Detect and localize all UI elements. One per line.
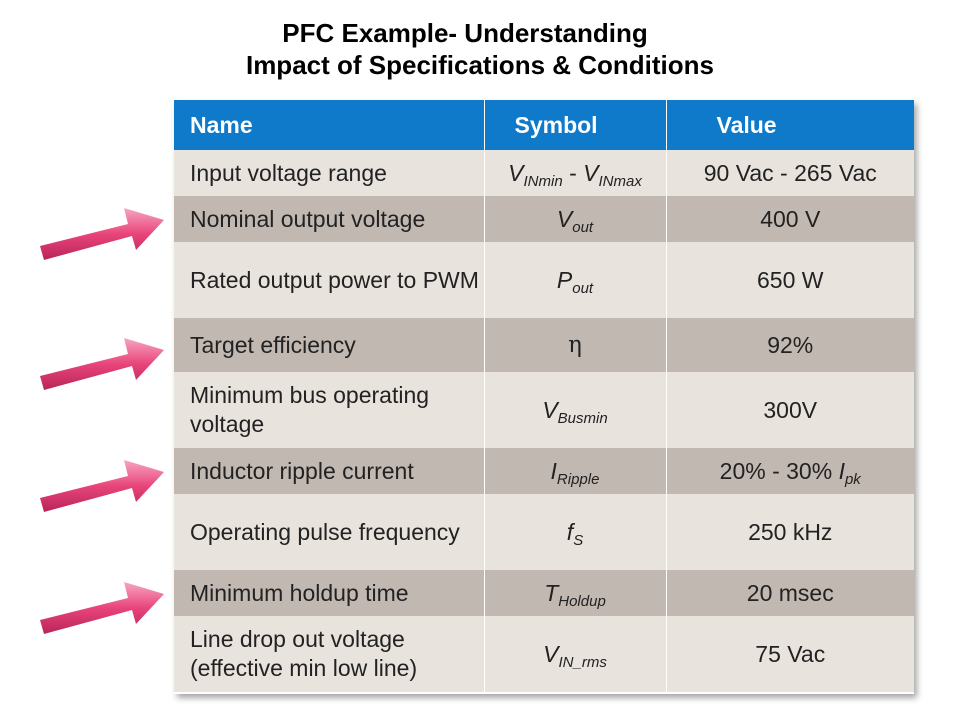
row-value: 20% - 30% Ipk: [666, 448, 914, 494]
row-symbol: fS: [484, 494, 667, 570]
row-symbol: VINmin - VINmax: [484, 150, 667, 196]
row-value: 300V: [666, 372, 914, 448]
row-name: Line drop out voltage (effective min low…: [174, 616, 485, 692]
row-name: Operating pulse frequency: [174, 494, 485, 570]
row-value: 650 W: [666, 242, 914, 318]
pink-arrow-icon: [40, 338, 164, 390]
spec-table: Name Symbol Value Input voltage range VI…: [174, 100, 914, 694]
row-name: Target efficiency: [174, 318, 485, 372]
row-name: Rated output power to PWM: [174, 242, 485, 318]
row-symbol: Pout: [484, 242, 667, 318]
table-row: Inductor ripple current IRipple 20% - 30…: [174, 448, 914, 494]
table-row: Input voltage range VINmin - VINmax 90 V…: [174, 150, 914, 196]
row-value: 20 msec: [666, 570, 914, 616]
slide-title-line2: Impact of Specifications & Conditions: [245, 50, 715, 80]
row-symbol: IRipple: [484, 448, 667, 494]
table-row: Line drop out voltage (effective min low…: [174, 616, 914, 692]
header-name: Name: [174, 100, 485, 150]
row-name: Minimum bus operating voltage: [174, 372, 485, 448]
table-row: Target efficiency η 92%: [174, 318, 914, 372]
row-value: 92%: [666, 318, 914, 372]
row-value: 250 kHz: [666, 494, 914, 570]
pink-arrow-icon: [40, 460, 164, 512]
row-symbol: VIN_rms: [484, 616, 667, 692]
table-header-row: Name Symbol Value: [174, 100, 914, 150]
row-symbol: VBusmin: [484, 372, 667, 448]
table-row: Rated output power to PWM Pout 650 W: [174, 242, 914, 318]
row-symbol: THoldup: [484, 570, 667, 616]
table-row: Minimum bus operating voltage VBusmin 30…: [174, 372, 914, 448]
row-name: Inductor ripple current: [174, 448, 485, 494]
header-value: Value: [666, 100, 914, 150]
row-value: 75 Vac: [666, 616, 914, 692]
pink-arrow-icon: [40, 582, 164, 634]
slide-title-line1: PFC Example- Understanding: [282, 18, 648, 48]
row-value: 90 Vac - 265 Vac: [666, 150, 914, 196]
row-symbol: Vout: [484, 196, 667, 242]
table-row: Nominal output voltage Vout 400 V: [174, 196, 914, 242]
row-symbol: η: [484, 318, 667, 372]
row-value: 400 V: [666, 196, 914, 242]
row-name: Minimum holdup time: [174, 570, 485, 616]
row-name: Input voltage range: [174, 150, 485, 196]
pink-arrow-icon: [40, 208, 164, 260]
table-row: Minimum holdup time THoldup 20 msec: [174, 570, 914, 616]
header-symbol: Symbol: [484, 100, 667, 150]
row-name: Nominal output voltage: [174, 196, 485, 242]
table-row: Operating pulse frequency fS 250 kHz: [174, 494, 914, 570]
